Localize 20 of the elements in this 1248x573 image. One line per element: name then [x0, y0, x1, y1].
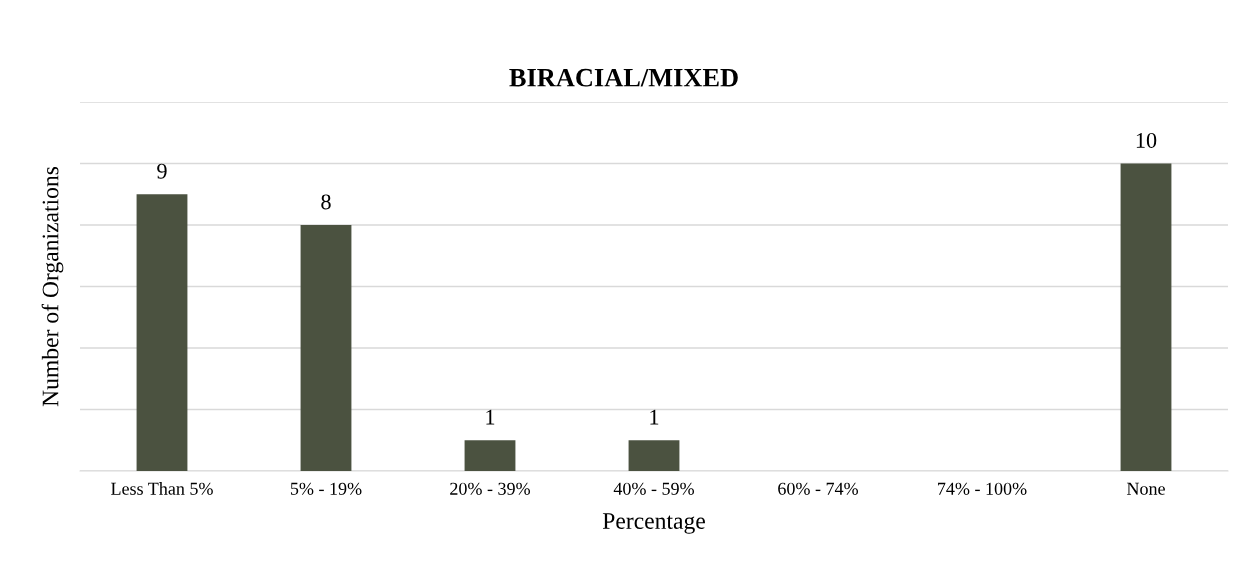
bar — [136, 194, 188, 471]
x-tick-label: None — [1126, 482, 1165, 495]
x-tick-label: Less Than 5% — [111, 482, 213, 495]
x-tick-label: 40% - 59% — [613, 482, 694, 495]
x-tick-label: 74% - 100% — [938, 482, 1027, 495]
bar — [628, 440, 680, 471]
bar — [300, 225, 352, 471]
x-axis-title: Percentage — [602, 513, 705, 534]
y-axis-title: Number of Organizations — [41, 166, 64, 407]
data-label: 1 — [486, 409, 495, 425]
data-label: 10 — [1136, 132, 1157, 148]
x-tick-label: 60% - 74% — [778, 482, 858, 495]
data-label: 1 — [650, 409, 659, 425]
bar — [1120, 163, 1172, 471]
data-label: 9 — [157, 163, 167, 179]
x-tick-label: 5% - 19% — [290, 482, 362, 495]
data-label: 8 — [321, 194, 331, 210]
bar — [464, 440, 516, 471]
chart-title: BIRACIAL/MIXED — [509, 68, 738, 87]
x-tick-label: 20% - 39% — [450, 482, 530, 495]
